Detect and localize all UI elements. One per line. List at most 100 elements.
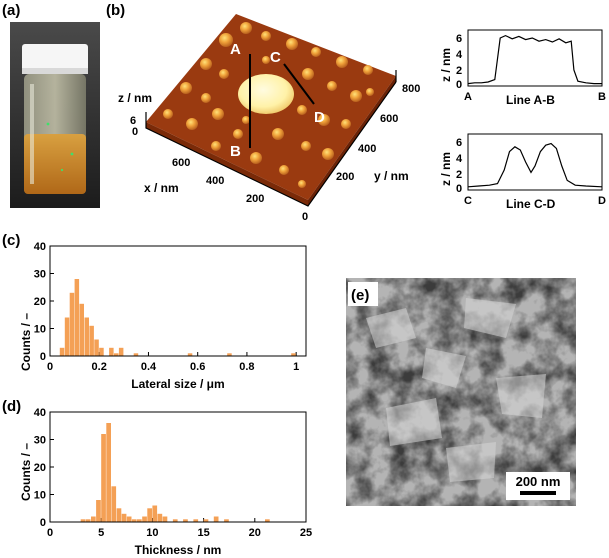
histD-ytick-label: 20 [34, 462, 46, 474]
afm-y-tick-0: 0 [302, 211, 308, 223]
histC-ytick-label: 20 [34, 296, 46, 308]
afm-flake [238, 74, 294, 114]
histD-bar [80, 519, 86, 523]
histD-bar [91, 516, 96, 522]
hist-d-xlabel: Thickness / nm [135, 543, 222, 557]
histD-bar [96, 500, 101, 522]
afm-z-tick-0: 0 [132, 126, 138, 138]
afm-y-tick-400: 400 [358, 143, 376, 155]
profile-cd-line [467, 142, 603, 188]
histC-bar [74, 279, 80, 356]
profile-ab-ylabel: z / nm [439, 48, 453, 82]
vial-liquid [24, 134, 86, 194]
profile-cd-ytick-4: 4 [456, 153, 463, 165]
afm-x-label: x / nm [144, 181, 179, 195]
afm-x-tick-200: 200 [246, 193, 264, 205]
panel-e-label: (e) [351, 287, 369, 304]
profile-ab-ytick-4: 4 [456, 49, 463, 61]
thickness-histogram: Counts / – 0 10 20 30 40 0 5 10 15 20 25 Thicknes… [19, 407, 312, 557]
profile-cd-ylabel: z / nm [439, 152, 453, 186]
afm-y-tick-600: 600 [380, 113, 398, 125]
histD-bar [162, 516, 168, 522]
profile-cd-ytick-0: 0 [456, 183, 462, 195]
histD-xtick-label: 5 [98, 527, 104, 539]
histD-bar [85, 519, 91, 523]
histC-xtick-label: 0.8 [239, 361, 254, 373]
afm-mark-b: B [230, 143, 241, 160]
histD-bar [183, 519, 188, 523]
histC-xtick-label: 0 [47, 361, 53, 373]
profile-ab-caption: Line A-B [506, 93, 555, 107]
histC-xtick-label: 0.6 [190, 361, 205, 373]
histD-bar [116, 508, 122, 523]
histD-xtick-label: 15 [197, 527, 209, 539]
histC-bar [59, 347, 65, 357]
sem-image: (e) 200 nm [346, 278, 576, 506]
histC-bar [133, 353, 139, 357]
histC-bar [84, 317, 89, 356]
afm-mark-a: A [230, 41, 241, 58]
afm-x-tick-600: 600 [172, 157, 190, 169]
profile-cd-ytick-2: 2 [456, 169, 462, 181]
panel-b-label: (b) [106, 2, 126, 19]
hist-c-bars [59, 279, 296, 357]
hist-d-ylabel: Counts / – [19, 443, 33, 501]
panel-a-photo [10, 22, 100, 208]
histC-ytick-label: 40 [34, 241, 46, 253]
histD-xtick-label: 20 [249, 527, 261, 539]
panel-a-label: (a) [2, 2, 21, 19]
afm-3d-image: A B C D z / nm 6 0 600 400 200 x / nm 0 … [118, 14, 420, 223]
scale-bar-label: 200 nm [516, 474, 561, 489]
histC-xtick-label: 1 [293, 361, 299, 373]
histD-bar [111, 486, 117, 523]
histC-bar [118, 347, 124, 357]
hist-c-x-ticks: 0 0.2 0.4 0.6 0.8 1 [47, 352, 299, 373]
histC-ytick-label: 30 [34, 269, 46, 281]
afm-y-tick-200: 200 [336, 171, 354, 183]
histC-bar [187, 353, 193, 357]
afm-z-label: z / nm [118, 91, 152, 105]
histC-bar [109, 347, 114, 357]
histD-xtick-label: 0 [47, 527, 53, 539]
hist-d-x-ticks: 0 5 10 15 20 25 [47, 518, 312, 539]
afm-mark-c: C [270, 49, 281, 66]
histC-bar [69, 292, 75, 356]
profile-ab-left: A [464, 91, 472, 103]
profile-ab-right: B [598, 91, 606, 103]
histC-bar [89, 325, 94, 357]
histD-bar [172, 519, 178, 523]
afm-z-tick-6: 6 [130, 115, 136, 127]
histD-bar [265, 519, 270, 523]
hist-d-bars [80, 423, 270, 523]
vial-cap [22, 44, 88, 74]
afm-grains [163, 22, 374, 188]
histC-bar [291, 353, 296, 357]
histD-bar [203, 519, 209, 523]
histD-bar [101, 434, 106, 522]
hist-c-xlabel: Lateral size / μm [131, 377, 224, 391]
afm-mark-d: D [314, 109, 325, 126]
profile-ab-line [467, 34, 602, 85]
profile-cd-right: D [598, 195, 606, 207]
histD-bar [147, 508, 152, 523]
profile-ab-chart: z / nm 6 4 2 0 A B Line A-B [439, 29, 606, 107]
histD-bar [193, 519, 199, 523]
afm-y-label: y / nm [374, 169, 409, 183]
histD-bar [157, 513, 163, 523]
histC-xtick-label: 0.2 [92, 361, 107, 373]
histD-ytick-label: 0 [40, 517, 46, 529]
histD-xtick-label: 10 [146, 527, 158, 539]
histC-bar [227, 353, 232, 357]
hist-d-y-ticks: 0 10 20 30 40 [34, 407, 54, 529]
histD-bar [126, 516, 132, 522]
histD-bar [213, 516, 219, 522]
profile-ab-ytick-0: 0 [456, 79, 462, 91]
histC-bar [64, 317, 70, 356]
panel-d-label: (d) [2, 398, 22, 415]
profile-cd-ytick-6: 6 [456, 137, 462, 149]
histD-bar [224, 519, 229, 523]
histD-xtick-label: 25 [300, 527, 312, 539]
histC-ytick-label: 0 [40, 351, 46, 363]
histD-bar [106, 423, 111, 522]
profile-cd-chart: z / nm 6 4 2 0 C D Line C-D [439, 133, 606, 211]
